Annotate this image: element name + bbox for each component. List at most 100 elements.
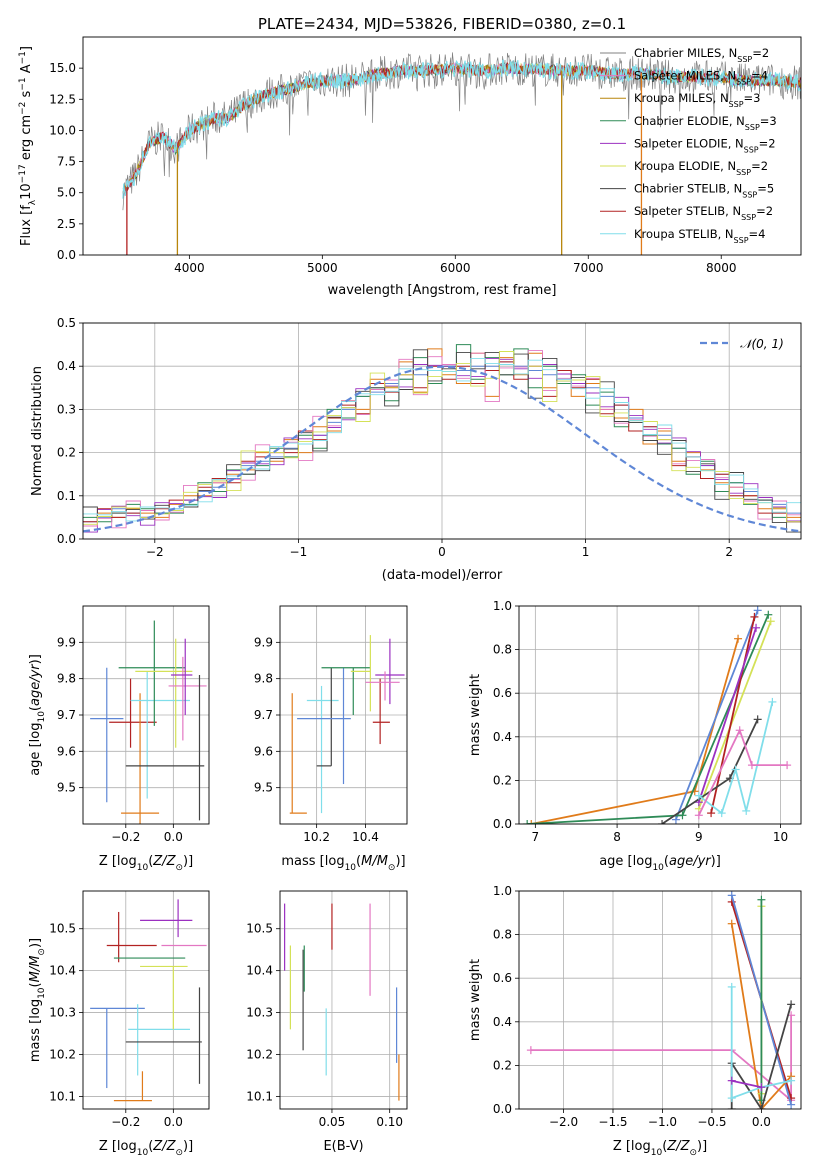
y-tick-label: 0.1 (57, 489, 76, 503)
label-part: mass [log (281, 854, 344, 869)
x-tick-label: 5000 (307, 261, 338, 275)
label-part: ⊙ (388, 863, 396, 873)
y-tick-label: 9.9 (57, 635, 76, 649)
legend-sub: SSP (729, 100, 744, 109)
x-tick-label: 0.10 (376, 1115, 403, 1129)
legend-name: Salpeter MILES, N (634, 69, 736, 83)
label-part: −1 (18, 51, 28, 64)
weight-line (697, 620, 772, 810)
legend-entry: 𝒩(0, 1) (740, 337, 784, 351)
label-part: )] (711, 854, 721, 869)
y-tick-label: 15.0 (49, 61, 76, 75)
legend-entry: Salpeter ELODIE, NSSP=2 (634, 136, 776, 154)
legend-name: Kroupa ELODIE, N (634, 159, 736, 173)
y-tick-label: 9.8 (254, 672, 273, 686)
axes-frame (82, 322, 802, 540)
weight-lines (526, 891, 796, 1109)
legend-name: Kroupa STELIB, N (634, 227, 734, 241)
x-tick-label: 10 (773, 830, 788, 844)
axes-frame (518, 890, 802, 1110)
label-part: λ (28, 199, 38, 205)
label-part: Z/Z (152, 854, 176, 869)
mass-vs-Z-panel: −0.2 0.010.110.210.310.410.5Z [log10(Z/Z⊙… (28, 890, 210, 1158)
axes-frame (279, 890, 408, 1110)
x-axis-label: wavelength [Angstrom, rest frame] (328, 283, 557, 298)
label-part: 10 (652, 863, 664, 873)
weight-line (697, 627, 757, 803)
y-tick-label: 0.3 (57, 402, 76, 416)
spectrum-line (122, 59, 801, 199)
histogram-step (83, 351, 801, 525)
label-part: s (19, 90, 34, 101)
y-tick-label: 0.0 (493, 817, 512, 831)
y-tick-label: 9.6 (57, 744, 76, 758)
y-tick-label: 9.6 (254, 744, 273, 758)
legend-name: Salpeter STELIB, N (634, 204, 741, 218)
y-tick-label: 0.2 (493, 773, 512, 787)
y-axis-label: mass [log10(M/M⊙)] (28, 938, 47, 1062)
x-tick-label: 0.0 (164, 830, 183, 844)
label-part: )] (28, 938, 43, 948)
residual-panel: −2 −1 0 1 2 0.0 0.1 0.2 0.3 0.4 0.5 𝒩(0, 1) (data-mo… (30, 316, 802, 583)
y-tick-label: 10.2 (49, 1048, 76, 1062)
legend-entry: Salpeter STELIB, NSSP=2 (634, 204, 773, 222)
legend-entry: Kroupa ELODIE, NSSP=2 (634, 159, 768, 177)
label-part: E(B-V) (323, 1139, 363, 1154)
x-tick-label: 8 (613, 830, 621, 844)
x-axis-label: (data-model)/error (382, 568, 503, 583)
legend-value: =2 (751, 159, 768, 173)
y-tick-label: 9.5 (254, 781, 273, 795)
x-axis-label: Z [log10(Z/Z⊙)] (613, 1139, 707, 1158)
y-tick-label: 0.4 (57, 359, 76, 373)
x-axis-label: mass [log10(M/M⊙)] (281, 854, 405, 873)
x-tick-label: 0.05 (319, 1115, 346, 1129)
y-tick-label: 0.8 (493, 928, 512, 942)
label-part: ( (148, 854, 153, 869)
y-tick-label: 0.0 (57, 532, 76, 546)
figure-title: PLATE=2434, MJD=53826, FIBERID=0380, z=0… (258, 15, 626, 33)
label-part: )] (395, 854, 405, 869)
x-axis-label: Z [log10(Z/Z⊙)] (99, 854, 193, 873)
x-tick-label: 7000 (573, 261, 604, 275)
label-part: 10 (651, 1148, 663, 1158)
legend-sub: SSP (736, 77, 751, 86)
normal-curve (83, 365, 801, 533)
y-tick-label: 9.9 (254, 635, 273, 649)
x-tick-label: −1.5 (598, 1115, 627, 1129)
y-tick-label: 9.7 (57, 708, 76, 722)
label-part: 10 (137, 1148, 149, 1158)
legend-sub: SSP (741, 213, 756, 222)
weight-line (730, 986, 792, 1100)
label-part: ( (356, 854, 361, 869)
axes-frame (82, 890, 210, 1110)
label-part: erg cm (19, 115, 34, 164)
x-tick-label: 10.2 (303, 830, 330, 844)
y-tick-label: 5.0 (57, 186, 76, 200)
y-tick-label: 0.2 (57, 446, 76, 460)
error-bars (289, 635, 405, 814)
label-part: ( (28, 982, 43, 987)
label-part: ⊙ (37, 948, 47, 956)
y-axis-label: age [log10(age/yr)] (28, 654, 47, 776)
label-part: M/M (361, 854, 388, 869)
x-tick-label: −1.0 (648, 1115, 677, 1129)
label-part: )] (183, 854, 193, 869)
spectrum-line (122, 63, 801, 194)
legend-entry: Chabrier ELODIE, NSSP=3 (634, 114, 777, 132)
label-part: −17 (18, 164, 28, 183)
x-tick-label: 10.4 (352, 830, 379, 844)
legend-entry: Salpeter MILES, NSSP=4 (634, 69, 768, 87)
x-tick-label: −1 (290, 545, 308, 559)
y-tick-label: 0.0 (493, 1102, 512, 1116)
label-part: ⊙ (689, 1148, 697, 1158)
x-tick-label: −2.0 (549, 1115, 578, 1129)
x-axis-label: E(B-V) (323, 1139, 363, 1154)
legend-entry: Kroupa STELIB, NSSP=4 (634, 227, 765, 245)
y-tick-label: 9.8 (57, 672, 76, 686)
y-tick-label: 10.0 (49, 123, 76, 137)
y-tick-label: 1.0 (493, 599, 512, 613)
y-tick-label: 7.5 (57, 155, 76, 169)
y-tick-label: 0.0 (57, 248, 76, 262)
legend-sub: SSP (734, 235, 749, 244)
